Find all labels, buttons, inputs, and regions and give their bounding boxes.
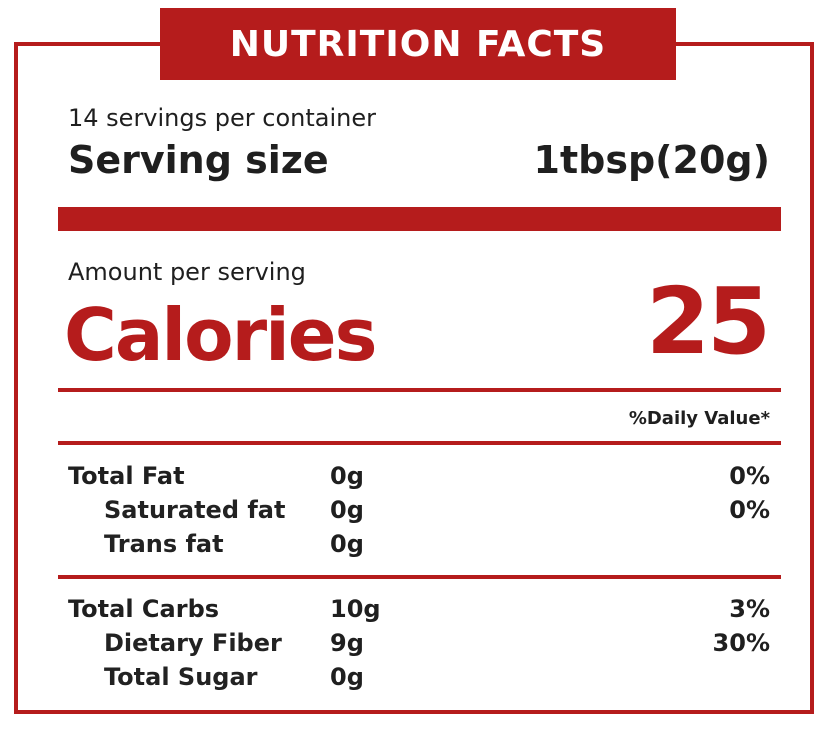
divider-below-fats bbox=[58, 575, 781, 579]
nutrient-row-total-carbs: Total Carbs 10g 3% bbox=[68, 595, 770, 629]
nutrient-name: Trans fat bbox=[104, 530, 224, 558]
nutrient-name: Saturated fat bbox=[104, 496, 286, 524]
nutrient-daily-value: 3% bbox=[729, 595, 770, 623]
nutrient-row-dietary-fiber: Dietary Fiber 9g 30% bbox=[68, 629, 770, 663]
header-title: NUTRITION FACTS bbox=[229, 23, 607, 65]
nutrient-amount: 0g bbox=[330, 663, 364, 691]
nutrient-name: Dietary Fiber bbox=[104, 629, 282, 657]
serving-size-label: Serving size bbox=[68, 138, 329, 182]
nutrient-row-trans-fat: Trans fat 0g bbox=[68, 530, 770, 564]
nutrient-row-total-fat: Total Fat 0g 0% bbox=[68, 462, 770, 496]
nutrient-amount: 9g bbox=[330, 629, 364, 657]
amount-per-serving-label: Amount per serving bbox=[68, 258, 306, 286]
nutrient-name: Total Sugar bbox=[104, 663, 258, 691]
divider-below-calories bbox=[58, 388, 781, 392]
divider-below-daily-value bbox=[58, 441, 781, 445]
nutrient-amount: 10g bbox=[330, 595, 381, 623]
nutrient-amount: 0g bbox=[330, 462, 364, 490]
nutrient-daily-value: 0% bbox=[729, 496, 770, 524]
daily-value-header: %Daily Value* bbox=[628, 408, 770, 429]
calories-label: Calories bbox=[64, 293, 377, 377]
nutrient-name: Total Carbs bbox=[68, 595, 220, 623]
calories-value: 25 bbox=[645, 268, 771, 375]
nutrient-amount: 0g bbox=[330, 530, 364, 558]
nutrient-amount: 0g bbox=[330, 496, 364, 524]
serving-size-value: 1tbsp(20g) bbox=[533, 138, 770, 182]
servings-per-container: 14 servings per container bbox=[68, 104, 376, 132]
nutrient-daily-value: 30% bbox=[712, 629, 770, 657]
nutrient-row-total-sugar: Total Sugar 0g bbox=[68, 663, 770, 697]
nutrient-name: Total Fat bbox=[68, 462, 185, 490]
nutrient-row-saturated-fat: Saturated fat 0g 0% bbox=[68, 496, 770, 530]
nutrient-daily-value: 0% bbox=[729, 462, 770, 490]
thick-divider bbox=[58, 207, 781, 231]
nutrition-facts-header: NUTRITION FACTS bbox=[160, 8, 676, 80]
